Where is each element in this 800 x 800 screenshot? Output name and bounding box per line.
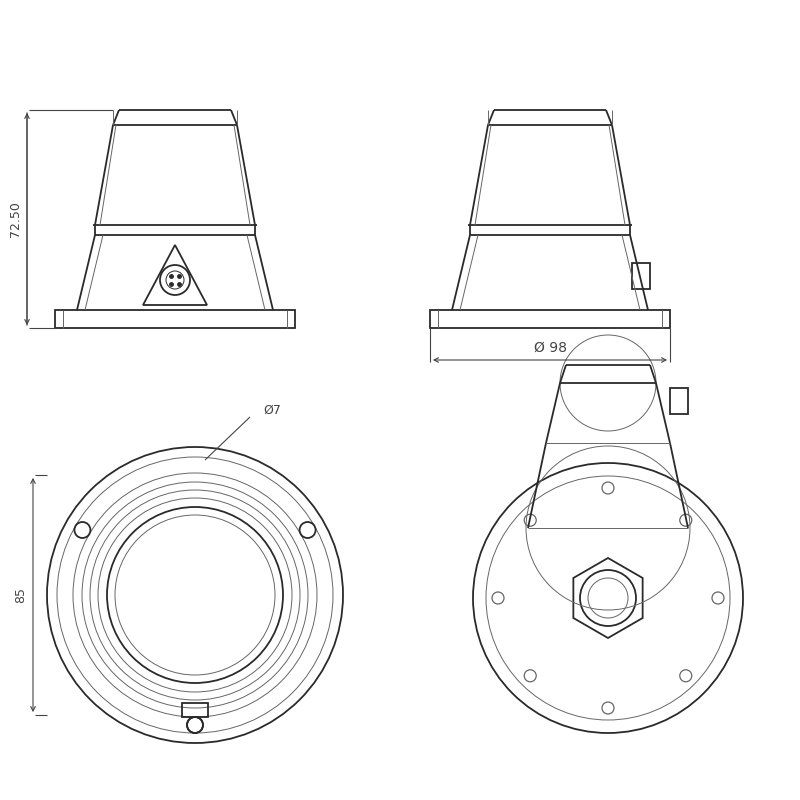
Text: 85: 85 — [14, 587, 27, 603]
Text: Ø 98: Ø 98 — [534, 341, 566, 355]
Bar — [430, 310, 670, 328]
Bar — [632, 263, 650, 289]
Text: 72.50: 72.50 — [9, 201, 22, 237]
Bar — [182, 703, 208, 717]
Bar — [55, 310, 295, 328]
Text: Ø7: Ø7 — [263, 403, 281, 417]
Bar — [670, 388, 688, 414]
